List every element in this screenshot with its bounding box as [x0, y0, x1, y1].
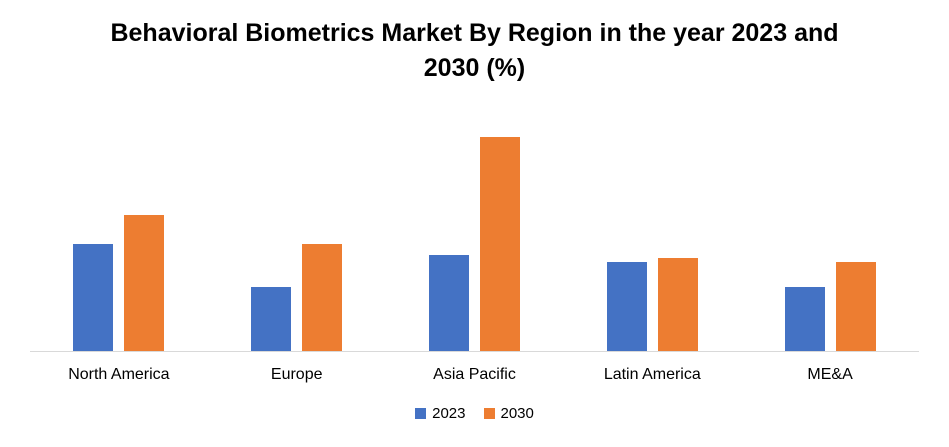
legend-item-2030: 2030: [483, 405, 534, 422]
bar-group-north-america: [30, 137, 208, 351]
chart-title-text: Behavioral Biometrics Market By Region i…: [110, 19, 839, 82]
x-axis-label-asia-pacific: Asia Pacific: [433, 366, 516, 383]
x-axis-labels: North America Europe Asia Pacific Latin Ame…: [30, 366, 919, 384]
bar-group-latin-america: [563, 137, 741, 351]
bar-2030-me-a: [835, 262, 876, 351]
legend-item-2023: 2023: [415, 405, 466, 422]
bar-2030-asia-pacific: [479, 137, 520, 351]
bar-group-asia-pacific: [386, 137, 564, 351]
bar-group-me-a: [741, 137, 919, 351]
bar-2030-latin-america: [657, 258, 698, 351]
bar-2023-me-a: [784, 287, 825, 351]
x-axis-label-europe: Europe: [270, 366, 323, 383]
x-axis-label-north-america: North America: [68, 366, 170, 383]
bar-2030-north-america: [124, 215, 165, 351]
bar-2023-asia-pacific: [428, 255, 469, 351]
x-axis-label-latin-america: Latin America: [603, 366, 701, 383]
legend-label-2023: 2023: [432, 405, 466, 422]
bar-2023-north-america: [73, 244, 114, 351]
bar-2023-europe: [251, 287, 292, 351]
legend-swatch-2023: [415, 408, 427, 419]
bar-2023-latin-america: [606, 262, 647, 351]
legend: 2023 2030: [0, 405, 949, 422]
legend-swatch-2030: [483, 408, 495, 419]
bar-2030-europe: [302, 244, 343, 351]
x-axis-label-me-a: ME&A: [807, 366, 853, 383]
bar-group-europe: [208, 137, 386, 351]
legend-label-2030: 2030: [500, 405, 534, 422]
plot-area: [30, 137, 919, 352]
chart-title: Behavioral Biometrics Market By Region i…: [0, 16, 949, 86]
